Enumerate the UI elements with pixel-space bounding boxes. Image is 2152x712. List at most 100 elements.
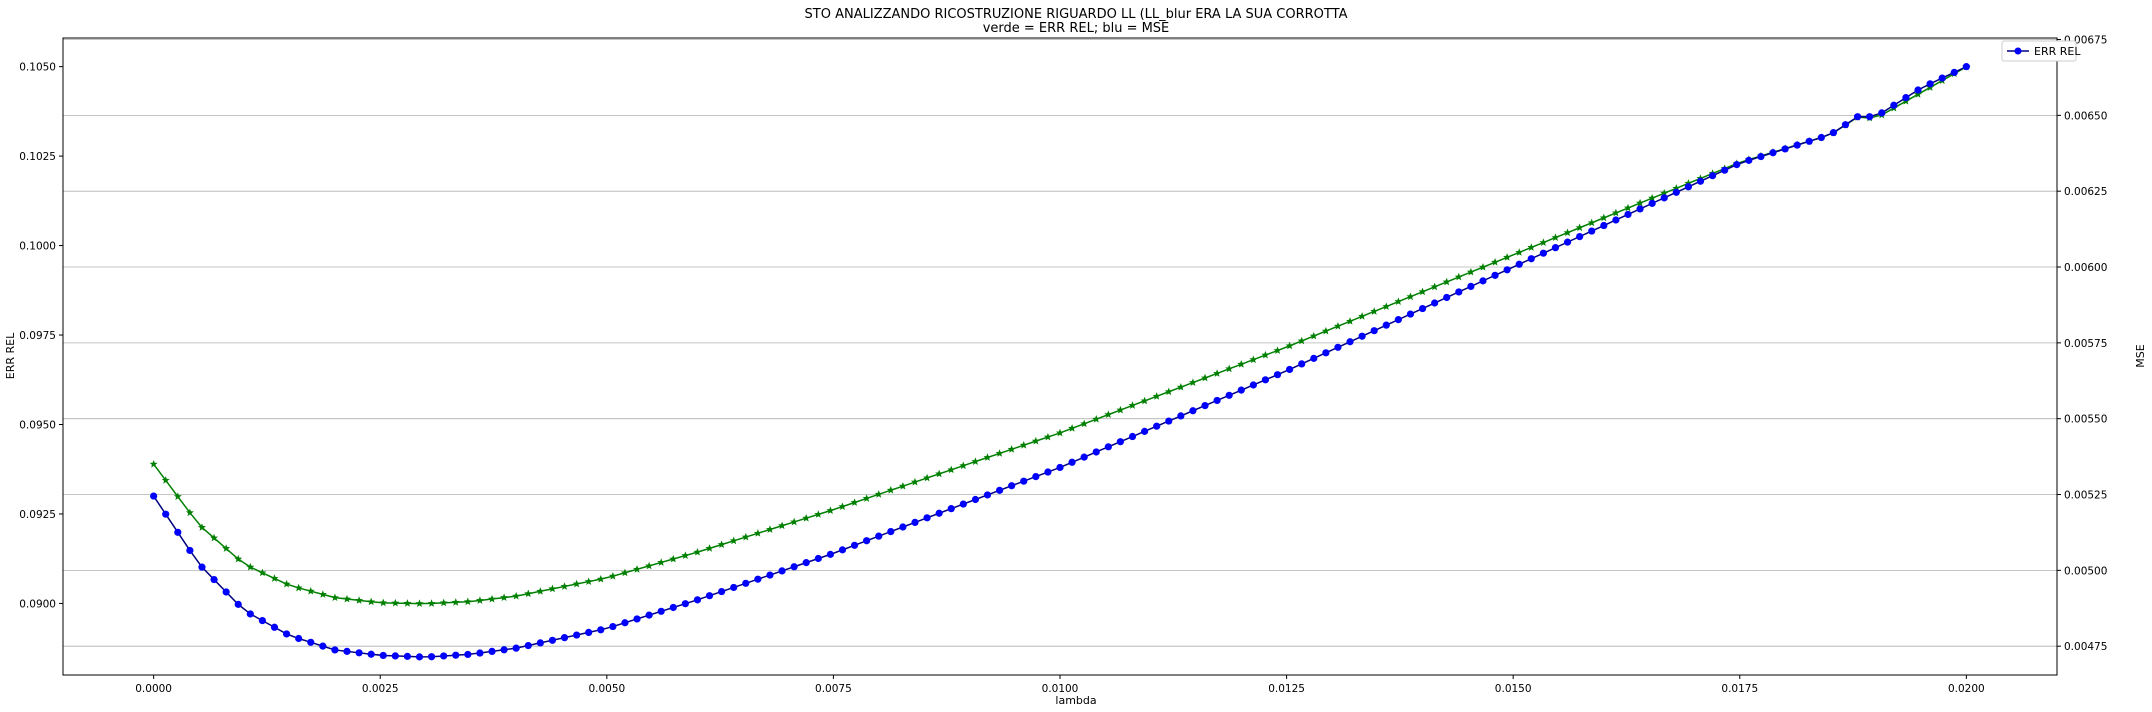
data-point-left-18 bbox=[367, 650, 375, 658]
data-point-right-39 bbox=[620, 568, 629, 577]
data-point-left-86 bbox=[1189, 407, 1197, 415]
data-point-left-58 bbox=[850, 541, 859, 549]
data-point-right-26 bbox=[463, 597, 472, 606]
data-point-right-69 bbox=[983, 453, 992, 461]
data-point-left-62 bbox=[899, 523, 907, 531]
data-point-left-141 bbox=[1854, 113, 1862, 121]
data-point-left-12 bbox=[295, 634, 303, 643]
y-right-tick-label-4: 0.00575 bbox=[2064, 338, 2107, 350]
series-mse bbox=[149, 62, 1971, 607]
data-point-right-8 bbox=[246, 562, 255, 571]
data-point-left-32 bbox=[536, 639, 544, 647]
data-point-left-42 bbox=[657, 607, 665, 615]
data-point-right-108 bbox=[1454, 272, 1463, 281]
chart-title: STO ANALIZZANDO RICOSTRUZIONE RIGUARDO L… bbox=[805, 7, 1348, 22]
data-point-left-5 bbox=[210, 575, 218, 584]
x-tick-label-1: 0.0025 bbox=[362, 683, 399, 695]
data-point-left-11 bbox=[282, 630, 291, 638]
data-point-left-129 bbox=[1708, 172, 1717, 180]
y-right-tick-label-2: 0.00525 bbox=[2064, 490, 2107, 502]
data-point-left-97 bbox=[1322, 349, 1330, 357]
data-point-left-78 bbox=[1092, 448, 1100, 456]
x-axis-label: lambda bbox=[1055, 694, 1096, 707]
data-point-left-109 bbox=[1467, 282, 1475, 291]
data-point-left-107 bbox=[1443, 293, 1451, 302]
data-point-left-148 bbox=[1938, 74, 1946, 82]
x-tick-label-4: 0.0100 bbox=[1042, 683, 1079, 695]
data-point-left-101 bbox=[1370, 327, 1378, 335]
y-left-tick-label-4: 0.1000 bbox=[19, 241, 56, 253]
data-point-left-85 bbox=[1177, 412, 1185, 420]
data-point-right-25 bbox=[451, 598, 460, 606]
data-point-left-59 bbox=[863, 537, 871, 545]
data-point-left-93 bbox=[1273, 371, 1282, 379]
y-left-tick-label-2: 0.0950 bbox=[19, 419, 56, 431]
data-point-right-53 bbox=[790, 517, 799, 526]
data-point-right-107 bbox=[1442, 277, 1451, 286]
data-point-right-27 bbox=[475, 596, 484, 604]
data-point-left-38 bbox=[609, 622, 617, 631]
data-point-left-51 bbox=[766, 571, 774, 579]
data-point-left-54 bbox=[802, 559, 810, 567]
data-point-right-101 bbox=[1370, 307, 1379, 315]
data-point-right-124 bbox=[1648, 193, 1657, 202]
data-point-right-10 bbox=[270, 574, 279, 582]
plot-frame bbox=[62, 37, 2058, 676]
data-point-left-16 bbox=[343, 647, 351, 655]
data-point-left-143 bbox=[1878, 109, 1886, 117]
data-point-right-32 bbox=[536, 587, 545, 595]
y-axis-left-label: ERR REL bbox=[4, 332, 17, 379]
data-point-right-111 bbox=[1491, 258, 1500, 266]
data-point-right-105 bbox=[1418, 287, 1427, 296]
data-point-left-56 bbox=[826, 550, 834, 558]
data-point-left-90 bbox=[1237, 386, 1245, 394]
data-point-left-110 bbox=[1479, 277, 1487, 285]
data-point-left-142 bbox=[1866, 113, 1874, 121]
data-point-left-139 bbox=[1829, 129, 1838, 137]
data-point-right-31 bbox=[524, 589, 533, 598]
y-right-tick-label-7: 0.00650 bbox=[2064, 110, 2107, 122]
data-point-right-66 bbox=[947, 465, 956, 474]
data-point-left-112 bbox=[1503, 266, 1511, 274]
data-point-left-22 bbox=[415, 653, 424, 661]
data-point-left-43 bbox=[669, 603, 677, 612]
data-point-left-98 bbox=[1334, 343, 1342, 351]
data-point-right-41 bbox=[645, 561, 654, 570]
data-point-left-25 bbox=[452, 651, 460, 659]
data-point-left-74 bbox=[1044, 468, 1052, 476]
data-point-right-55 bbox=[814, 510, 823, 518]
data-point-right-62 bbox=[898, 481, 907, 490]
x-tick-label-5: 0.0125 bbox=[1268, 683, 1305, 695]
data-point-left-133 bbox=[1757, 152, 1765, 161]
y-left-tick-label-6: 0.1050 bbox=[19, 62, 56, 74]
data-point-right-15 bbox=[330, 593, 339, 602]
data-point-left-2 bbox=[174, 528, 182, 536]
series-line-right bbox=[153, 66, 1967, 605]
data-point-right-13 bbox=[306, 586, 315, 595]
data-point-left-46 bbox=[705, 592, 714, 600]
data-point-left-125 bbox=[1660, 194, 1668, 202]
data-point-left-34 bbox=[560, 634, 569, 642]
data-point-left-77 bbox=[1080, 453, 1088, 461]
data-point-left-27 bbox=[476, 649, 484, 657]
grid-lines bbox=[63, 39, 2057, 647]
data-point-right-72 bbox=[1019, 441, 1028, 449]
data-point-left-130 bbox=[1721, 166, 1729, 174]
x-tick-label-7: 0.0175 bbox=[1721, 683, 1758, 695]
data-point-left-1 bbox=[162, 510, 170, 518]
data-point-right-58 bbox=[850, 498, 859, 506]
data-point-right-74 bbox=[1043, 432, 1052, 441]
data-point-left-111 bbox=[1491, 271, 1499, 279]
x-tick-label-0: 0.0000 bbox=[135, 683, 172, 695]
data-point-left-83 bbox=[1153, 422, 1161, 430]
data-point-left-150 bbox=[1962, 63, 1970, 71]
data-point-right-50 bbox=[753, 529, 762, 537]
data-point-right-112 bbox=[1503, 253, 1512, 261]
data-point-left-13 bbox=[307, 638, 315, 646]
data-point-right-122 bbox=[1623, 203, 1632, 212]
data-point-left-55 bbox=[814, 554, 822, 563]
y-right-tick-label-1: 0.00500 bbox=[2064, 565, 2107, 577]
data-point-left-19 bbox=[379, 651, 387, 660]
data-point-right-2 bbox=[173, 492, 182, 500]
data-point-left-79 bbox=[1104, 443, 1112, 451]
